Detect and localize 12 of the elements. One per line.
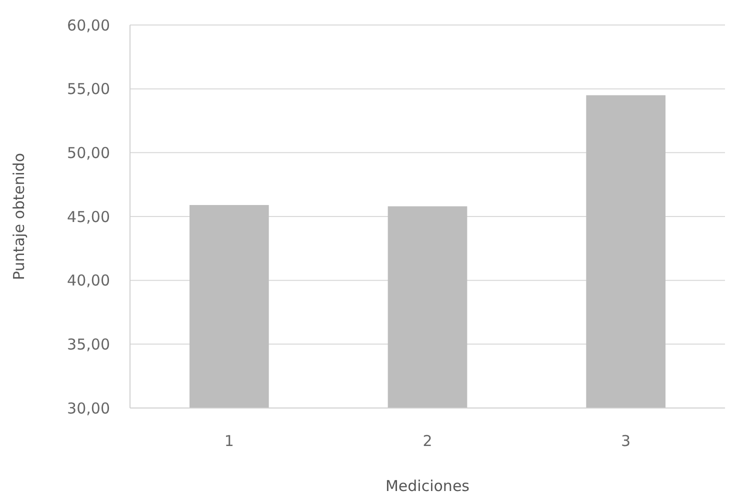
y-tick-label: 35,00: [67, 335, 110, 354]
y-tick-label: 50,00: [67, 144, 110, 162]
y-axis-title: Puntaje obtenido: [10, 152, 28, 280]
x-tick-label: 2: [422, 432, 432, 450]
x-axis-title: Mediciones: [385, 477, 470, 495]
y-tick-label: 30,00: [67, 399, 110, 418]
x-tick-label: 3: [621, 432, 631, 450]
y-tick-label: 45,00: [67, 208, 110, 226]
y-tick-label: 55,00: [67, 80, 110, 98]
y-tick-label: 40,00: [67, 272, 110, 290]
x-tick-label: 1: [224, 432, 234, 450]
y-tick-label: 60,00: [67, 16, 110, 34]
